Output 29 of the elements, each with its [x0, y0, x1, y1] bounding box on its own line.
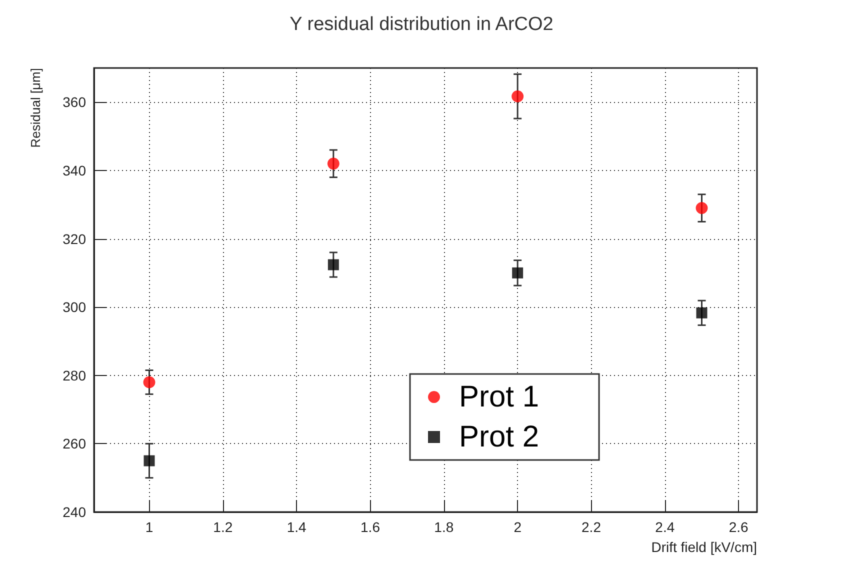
- x-tick-label: 2.4: [655, 519, 675, 535]
- x-tick-label: 1.8: [434, 519, 454, 535]
- chart-title: Y residual distribution in ArCO2: [290, 14, 554, 35]
- x-axis-title: Drift field [kV/cm]: [651, 539, 757, 555]
- x-tick-label: 2.6: [728, 519, 749, 535]
- y-tick-label: 340: [62, 162, 86, 178]
- point: [512, 90, 524, 102]
- legend-label: Prot 2: [459, 420, 540, 454]
- point: [512, 267, 524, 278]
- point: [696, 202, 708, 214]
- y-tick-label: 280: [62, 367, 86, 384]
- point: [328, 259, 339, 270]
- y-tick-label: 300: [62, 299, 86, 316]
- y-tick-label: 240: [62, 504, 86, 520]
- y-tick-label: 260: [62, 436, 86, 452]
- x-tick-label: 2.2: [582, 519, 602, 535]
- y-tick-label: 360: [62, 94, 86, 110]
- point: [327, 158, 340, 170]
- x-tick-label: 1.4: [286, 519, 307, 535]
- x-tick-label: 1.2: [213, 519, 233, 535]
- x-tick-label: 1.6: [360, 519, 380, 535]
- point: [143, 376, 156, 388]
- legend-label: Prot 1: [459, 380, 540, 414]
- y-axis-title: Residual [μm]: [28, 68, 43, 148]
- y-tick-label: 320: [62, 230, 86, 247]
- x-tick-label: 2: [514, 519, 522, 535]
- x-tick-label: 1: [145, 519, 154, 535]
- point: [696, 307, 708, 318]
- point: [144, 455, 155, 466]
